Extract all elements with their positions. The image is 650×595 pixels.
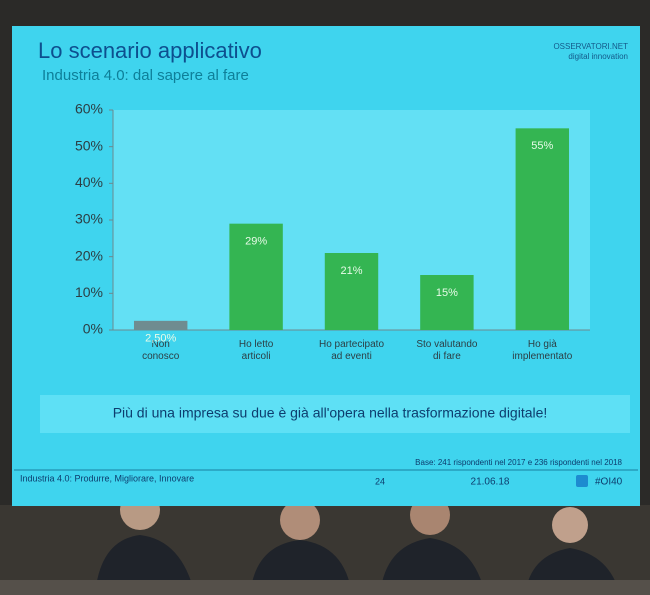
x-tick-label: Ho già implementato — [512, 339, 572, 362]
bar — [229, 223, 283, 330]
bar — [324, 253, 379, 330]
y-tick-label: 10% — [75, 284, 103, 300]
value-label: 21% — [340, 265, 362, 277]
footer-text: Industria 4.0: Produrre, Migliorare, Inn… — [20, 473, 194, 483]
logo-name: OSSERVATORI.NET — [553, 42, 628, 51]
x-tick-label: Sto valutando di fare — [416, 339, 478, 362]
y-tick-label: 20% — [75, 247, 103, 263]
bar — [515, 128, 570, 330]
x-tick-label: Ho letto articoli — [239, 339, 274, 362]
page-number: 24 — [375, 476, 385, 486]
hashtag: #OI40 — [595, 477, 623, 488]
base-note: Base: 241 rispondenti nel 2017 e 236 ris… — [415, 458, 622, 467]
y-tick-label: 0% — [83, 321, 103, 337]
twitter-icon — [576, 475, 588, 487]
bar — [133, 320, 188, 330]
value-label: 15% — [436, 287, 458, 299]
y-tick-label: 50% — [75, 137, 103, 153]
x-tick-label: Non conosco — [142, 339, 180, 362]
value-label: 2,50% — [145, 333, 176, 345]
bar — [420, 275, 474, 330]
value-label: 55% — [531, 140, 553, 152]
logo-tagline: digital innovation — [568, 52, 628, 61]
message-box — [40, 395, 630, 433]
message: Più di una impresa su due è già all'oper… — [113, 405, 548, 421]
slide-subtitle: Industria 4.0: dal sapere al fare — [42, 67, 249, 84]
y-tick-label: 40% — [75, 174, 103, 190]
slide-title: Lo scenario applicativo — [38, 38, 262, 63]
x-tick-label: Ho partecipato ad eventi — [319, 339, 384, 362]
table — [0, 580, 650, 595]
y-tick-label: 30% — [75, 211, 103, 227]
y-tick-label: 60% — [75, 101, 103, 117]
value-label: 29% — [245, 236, 267, 248]
date: 21.06.18 — [471, 477, 510, 488]
